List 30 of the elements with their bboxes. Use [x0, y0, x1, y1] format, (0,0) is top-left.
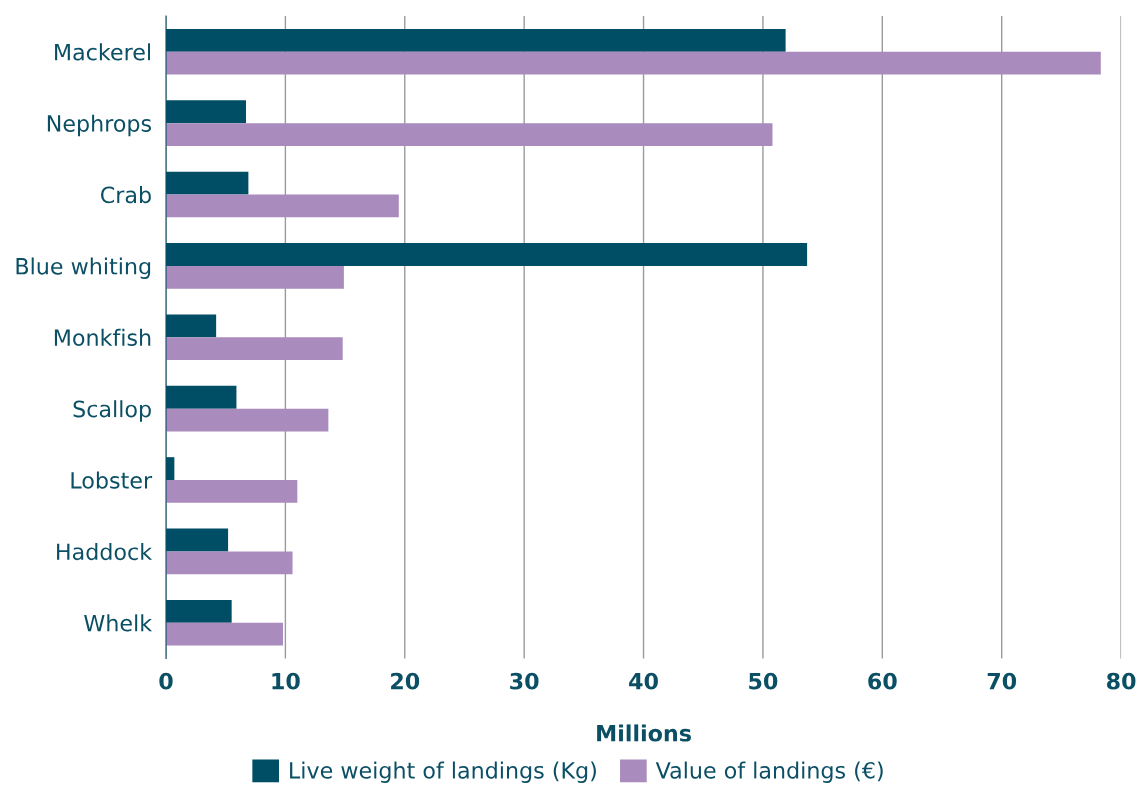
y-tick-label: Monkfish [54, 328, 151, 347]
bar [166, 194, 399, 218]
bar [166, 408, 329, 432]
legend-label: Value of landings (€) [655, 761, 883, 783]
x-tick-label: 60 [868, 672, 897, 690]
bar [166, 480, 298, 503]
bar [166, 51, 1101, 75]
y-tick-label: Lobster [71, 471, 153, 489]
bar [166, 123, 773, 146]
x-tick-label: 40 [629, 672, 658, 690]
x-tick-label: 30 [510, 672, 539, 690]
y-tick-label: Whelk [84, 614, 153, 632]
y-tick-label: Blue whiting [16, 257, 151, 279]
y-tick-label: Mackerel [55, 43, 151, 61]
bar [166, 337, 343, 361]
bar [166, 622, 283, 646]
legend-label: Live weight of landings (Kg) [290, 761, 596, 783]
x-tick-label: 80 [1106, 672, 1136, 690]
bar [166, 265, 344, 289]
x-tick-label: 0 [159, 672, 173, 690]
y-tick-label: Scallop [73, 400, 151, 422]
x-tick-label: 50 [749, 672, 778, 690]
y-tick-label: Nephrops [47, 114, 152, 137]
x-tick-label: 20 [391, 672, 420, 690]
bar [166, 551, 293, 575]
x-tick-label: 70 [987, 672, 1017, 690]
y-tick-label: Haddock [57, 542, 153, 561]
y-tick-label: Crab [100, 186, 151, 204]
x-tick-label: 10 [272, 672, 300, 690]
x-axis-title: Millions [597, 724, 691, 742]
